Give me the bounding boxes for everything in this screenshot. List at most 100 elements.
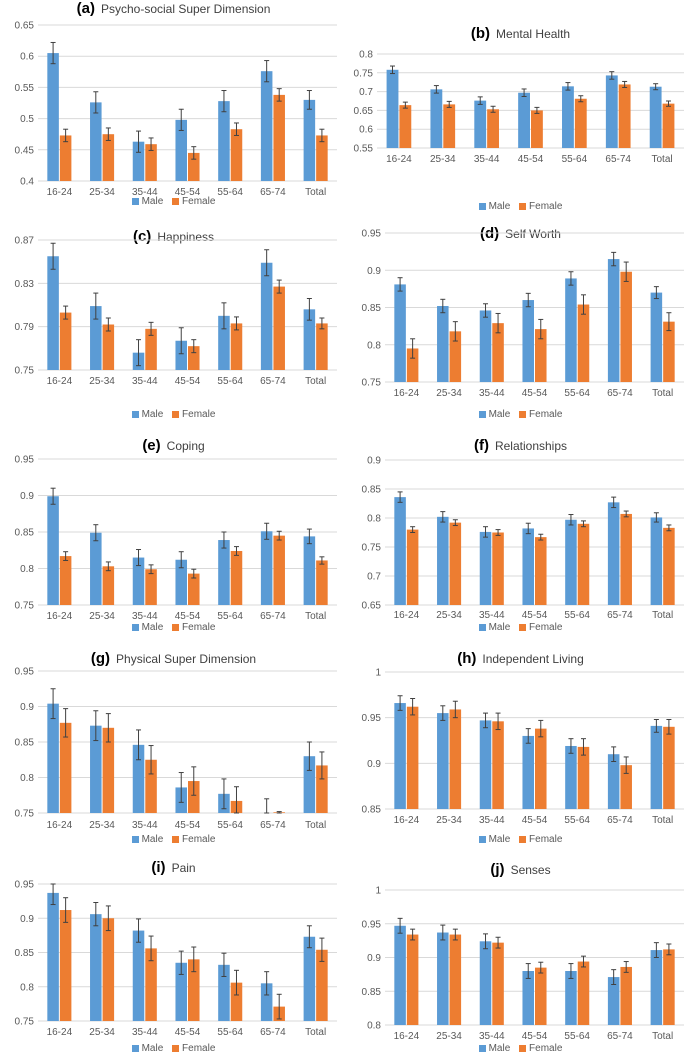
legend: Male Female bbox=[347, 622, 694, 633]
bar-female bbox=[145, 328, 157, 370]
y-tick-label: 0.75 bbox=[362, 543, 382, 554]
bar-female bbox=[406, 706, 419, 809]
x-tick-label: 16-24 bbox=[394, 815, 420, 826]
bar-male bbox=[132, 141, 145, 181]
y-tick-label: 0.95 bbox=[15, 880, 35, 891]
bar-male bbox=[47, 703, 59, 813]
y-tick-label: 0.8 bbox=[367, 1021, 381, 1032]
legend-swatch-male bbox=[131, 624, 139, 631]
bar-male bbox=[474, 100, 487, 148]
legend-label-male: Male bbox=[488, 409, 511, 420]
legend-label-female: Female bbox=[529, 1043, 563, 1054]
x-tick-label: 55-64 bbox=[217, 376, 243, 387]
legend: Male Female bbox=[347, 201, 694, 212]
legend-swatch-male bbox=[478, 411, 486, 418]
x-tick-label: 16-24 bbox=[47, 187, 73, 198]
x-tick-label: Total bbox=[652, 610, 673, 621]
bar-female bbox=[316, 560, 328, 605]
bar-male bbox=[479, 720, 492, 809]
legend-label-female: Female bbox=[529, 834, 563, 845]
y-tick-label: 0.7 bbox=[359, 87, 373, 98]
panel-title-text: Coping bbox=[166, 439, 205, 453]
y-tick-label: 0.75 bbox=[354, 68, 374, 79]
bar-male bbox=[218, 315, 230, 370]
bar-female bbox=[59, 556, 72, 605]
y-tick-label: 0.7 bbox=[367, 572, 381, 583]
x-tick-label: Total bbox=[305, 820, 326, 831]
y-tick-label: 0.9 bbox=[20, 702, 34, 713]
legend-label-female: Female bbox=[182, 1043, 216, 1054]
panel-label: (h) bbox=[457, 650, 477, 667]
chart-panel-b: (b) Mental Health 0.55 0.6 0.65 0.7 0.75 0.8 16… bbox=[347, 0, 694, 212]
legend-swatch-male bbox=[478, 203, 486, 210]
legend-label-female: Female bbox=[182, 622, 216, 633]
x-tick-label: 35-44 bbox=[479, 610, 505, 621]
x-tick-label: 25-34 bbox=[89, 187, 115, 198]
panel-label: (i) bbox=[151, 859, 166, 876]
panel-title-text: Relationships bbox=[494, 439, 568, 453]
bar-male bbox=[218, 101, 230, 181]
panel-title-text: Mental Health bbox=[496, 27, 571, 41]
legend-swatch-female bbox=[519, 1045, 527, 1052]
bar-female bbox=[102, 918, 115, 1021]
x-tick-label: Total bbox=[652, 388, 673, 399]
bar-male bbox=[47, 53, 59, 181]
bar-male bbox=[437, 713, 449, 809]
bar-female bbox=[273, 286, 285, 370]
y-tick-label: 0.8 bbox=[367, 514, 381, 525]
legend-label-male: Male bbox=[488, 1043, 511, 1054]
bar-male bbox=[430, 89, 443, 148]
bar-male bbox=[522, 735, 534, 809]
bar-male bbox=[565, 278, 577, 382]
legend-swatch-female bbox=[519, 411, 527, 418]
x-tick-label: 25-34 bbox=[89, 1027, 115, 1038]
legend-label-female: Female bbox=[529, 622, 563, 633]
bar-female bbox=[316, 949, 328, 1021]
x-tick-label: Total bbox=[305, 376, 326, 387]
y-tick-label: 0.79 bbox=[15, 322, 35, 333]
bar-male bbox=[607, 259, 620, 382]
bar-female bbox=[59, 722, 72, 813]
y-tick-label: 0.65 bbox=[354, 106, 374, 117]
x-tick-label: 55-64 bbox=[564, 815, 590, 826]
bar-male bbox=[479, 531, 492, 605]
legend-item-male: Male bbox=[478, 201, 510, 212]
bar-male bbox=[218, 964, 230, 1021]
legend: Male Female bbox=[347, 409, 694, 420]
panel-label: (b) bbox=[470, 25, 491, 42]
bar-male bbox=[479, 941, 492, 1025]
y-tick-label: 1 bbox=[375, 886, 381, 897]
x-tick-label: Total bbox=[305, 187, 326, 198]
bar-female bbox=[230, 129, 243, 181]
x-tick-label: 65-74 bbox=[260, 611, 286, 622]
bar-female bbox=[188, 781, 200, 813]
legend-label-female: Female bbox=[529, 201, 563, 212]
bar-female bbox=[399, 105, 412, 148]
bar-female bbox=[59, 135, 72, 181]
bar-male bbox=[303, 99, 316, 181]
bar-male bbox=[605, 75, 618, 148]
legend-item-male: Male bbox=[478, 1043, 511, 1054]
x-tick-label: 25-34 bbox=[436, 815, 462, 826]
legend: Male Female bbox=[347, 1043, 694, 1054]
x-tick-label: 45-54 bbox=[522, 388, 548, 399]
bar-male bbox=[47, 256, 59, 370]
legend-swatch-female bbox=[519, 836, 527, 843]
y-tick-label: 0.8 bbox=[359, 50, 373, 61]
bar-female bbox=[449, 709, 462, 809]
panel-title: (h) Independent Living bbox=[347, 650, 694, 667]
bar-male bbox=[303, 309, 316, 370]
bar-male bbox=[90, 306, 102, 370]
bar-male bbox=[386, 69, 399, 148]
bar-male bbox=[90, 914, 102, 1021]
x-tick-label: 65-74 bbox=[607, 815, 633, 826]
x-tick-label: 65-74 bbox=[607, 1031, 633, 1042]
bar-male bbox=[394, 284, 406, 382]
y-tick-label: 0.9 bbox=[367, 759, 381, 770]
y-tick-label: 0.45 bbox=[15, 145, 35, 156]
bar-female bbox=[535, 967, 547, 1025]
x-tick-label: 45-54 bbox=[518, 154, 544, 165]
y-tick-label: 0.95 bbox=[15, 455, 35, 466]
legend-item-female: Female bbox=[172, 622, 215, 633]
bar-female bbox=[663, 527, 675, 605]
